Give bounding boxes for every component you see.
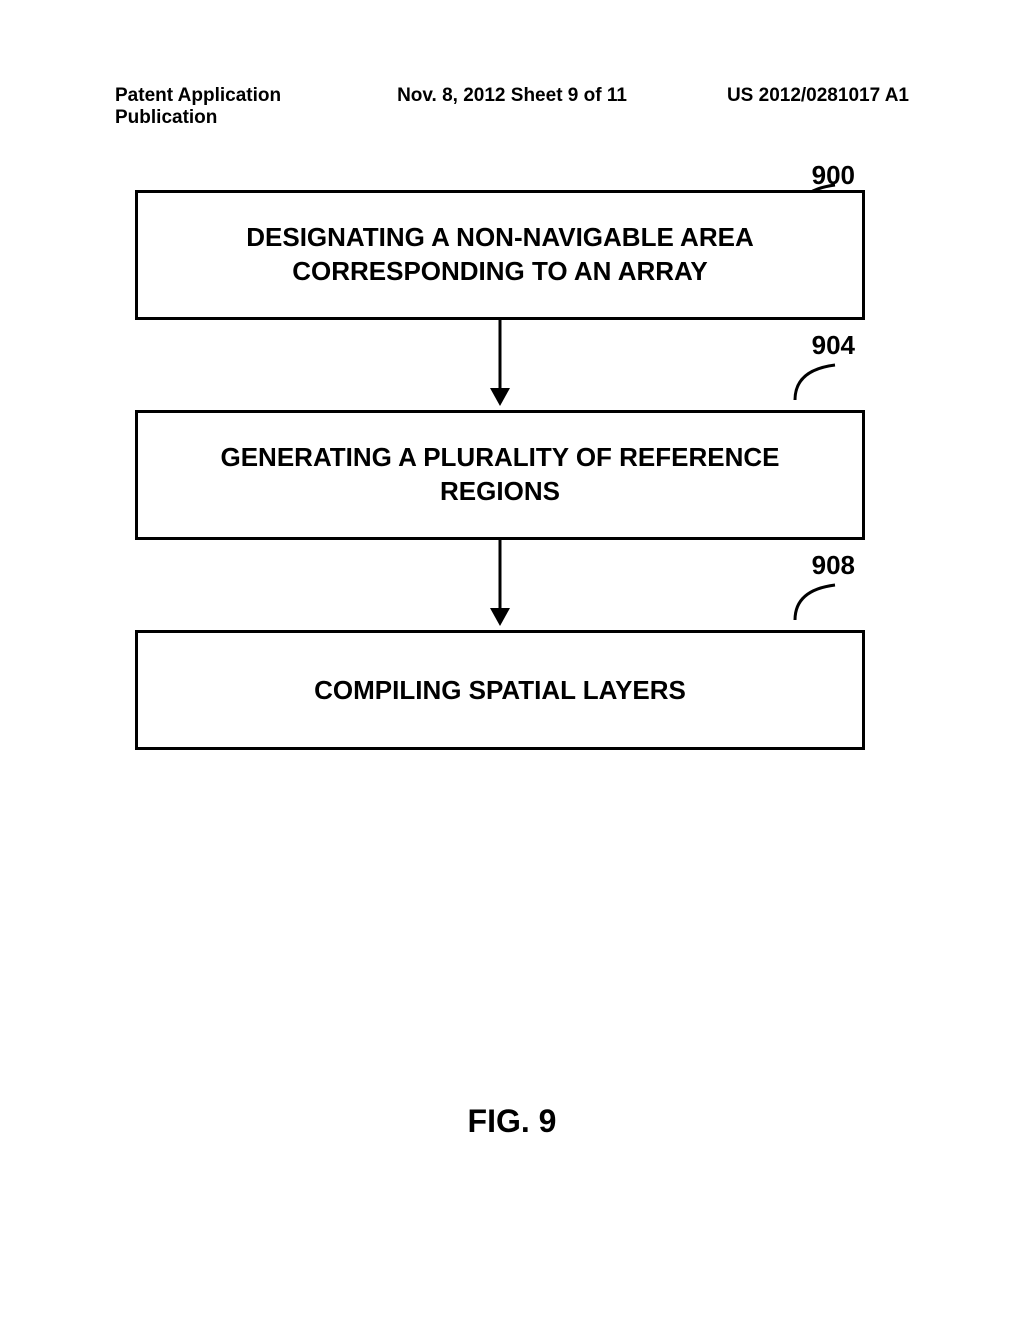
- header-date-sheet: Nov. 8, 2012 Sheet 9 of 11: [380, 85, 645, 129]
- connector-900-904: 904: [135, 320, 865, 410]
- ref-label-904: 904: [812, 330, 855, 361]
- header-patent-number: US 2012/0281017 A1: [644, 85, 909, 129]
- connector-904-908: 908: [135, 540, 865, 630]
- flowchart-diagram: 900 DESIGNATING A NON-NAVIGABLE AREA COR…: [135, 190, 865, 750]
- page-header: Patent Application Publication Nov. 8, 2…: [0, 85, 1024, 129]
- arrow-line-2: [499, 540, 502, 610]
- arrow-head-2: [490, 608, 510, 626]
- arrow-head-1: [490, 388, 510, 406]
- arrow-line-1: [499, 320, 502, 390]
- flowchart-box-904: GENERATING A PLURALITY OF REFERENCE REGI…: [135, 410, 865, 540]
- box-text-904: GENERATING A PLURALITY OF REFERENCE REGI…: [168, 441, 832, 509]
- flowchart-box-908: COMPILING SPATIAL LAYERS: [135, 630, 865, 750]
- ref-label-908: 908: [812, 550, 855, 581]
- flowchart-box-900: DESIGNATING A NON-NAVIGABLE AREA CORRESP…: [135, 190, 865, 320]
- header-publication: Patent Application Publication: [115, 85, 380, 129]
- ref-curve-908: [790, 580, 845, 625]
- box-text-908: COMPILING SPATIAL LAYERS: [314, 675, 686, 706]
- box-text-900: DESIGNATING A NON-NAVIGABLE AREA CORRESP…: [168, 221, 832, 289]
- ref-curve-904: [790, 360, 845, 405]
- figure-label: FIG. 9: [0, 1103, 1024, 1140]
